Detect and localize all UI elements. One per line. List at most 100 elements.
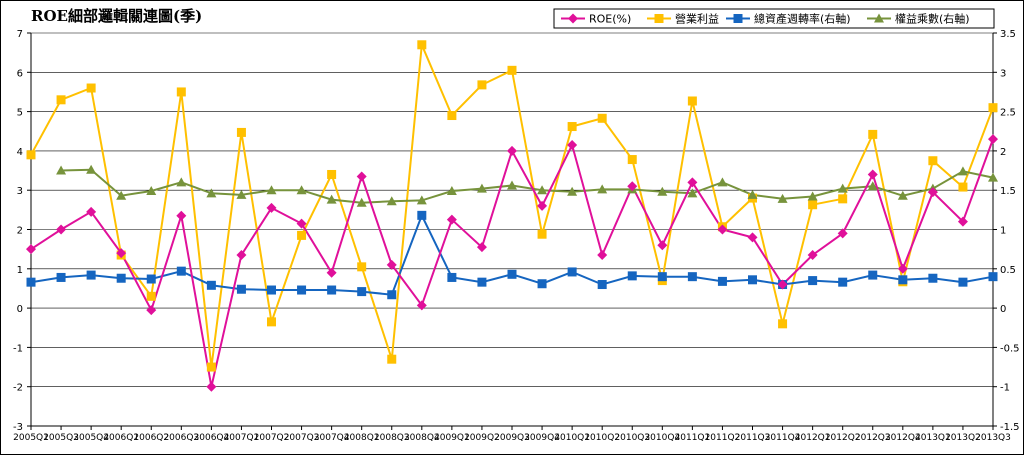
data-point: [86, 270, 96, 280]
x-tick-label: 2008Q1: [344, 433, 380, 443]
x-tick-label: 2011Q4: [765, 433, 801, 443]
left-tick-label: 2: [17, 226, 23, 237]
x-tick-label: 2010Q1: [554, 433, 590, 443]
data-point: [86, 164, 97, 174]
x-tick-label: 2009Q4: [524, 433, 560, 443]
x-tick-label: 2006Q1: [103, 433, 139, 443]
right-tick-label: 1: [1000, 226, 1006, 237]
data-point: [116, 190, 127, 200]
data-point: [447, 272, 457, 282]
series-markers-1: [26, 40, 998, 372]
data-point: [387, 290, 397, 300]
x-tick-label: 2011Q3: [735, 433, 771, 443]
data-point: [116, 273, 126, 283]
data-point: [687, 96, 697, 106]
data-point: [176, 87, 186, 97]
data-point: [958, 182, 968, 192]
legend-swatch-marker: [568, 13, 578, 24]
data-point: [807, 191, 818, 201]
left-tick-label: 5: [17, 108, 23, 119]
data-point: [386, 259, 397, 270]
x-tick-label: 2013Q1: [915, 433, 951, 443]
x-tick-label: 2012Q3: [855, 433, 891, 443]
data-point: [988, 272, 998, 282]
x-tick-label: 2006Q4: [194, 433, 230, 443]
left-tick-label: 4: [17, 147, 23, 158]
x-tick-label: 2006Q3: [163, 433, 199, 443]
right-tick-label: 3.5: [1000, 29, 1016, 40]
data-point: [176, 266, 186, 276]
data-point: [417, 40, 427, 50]
data-point: [687, 272, 697, 282]
data-point: [537, 185, 548, 195]
chart-title: ROE細部邏輯關連圖(季): [31, 7, 202, 25]
data-point: [747, 232, 758, 243]
data-point: [326, 267, 337, 278]
left-tick-label: 6: [17, 68, 23, 79]
gridlines: [31, 32, 993, 427]
data-point: [56, 272, 66, 282]
series-markers-2: [26, 210, 998, 300]
series-line: [30, 212, 994, 296]
data-point: [567, 267, 577, 277]
data-point: [838, 277, 848, 287]
legend-box: [553, 8, 995, 29]
data-point: [386, 196, 397, 206]
data-point: [266, 202, 277, 213]
x-tick-label: 2011Q2: [705, 433, 741, 443]
data-point: [657, 186, 668, 196]
data-point: [597, 184, 608, 194]
data-point: [537, 279, 547, 289]
data-point: [597, 280, 607, 290]
data-point: [988, 103, 998, 113]
legend-swatch-marker: [654, 14, 664, 23]
x-tick-label: 2008Q3: [374, 433, 410, 443]
data-point: [476, 183, 487, 193]
data-point: [748, 275, 757, 285]
data-point: [387, 354, 397, 364]
data-point: [507, 180, 517, 190]
data-point: [146, 274, 156, 284]
data-point: [807, 250, 818, 261]
data-point: [326, 194, 337, 204]
right-tick-label: 1.5: [1000, 186, 1016, 197]
data-point: [958, 277, 968, 287]
data-point: [417, 210, 427, 220]
x-tick-label: 2010Q2: [584, 433, 620, 443]
legend-item: ROE(%): [561, 13, 631, 26]
data-point: [477, 277, 487, 287]
data-point: [867, 169, 878, 180]
x-tick-label: 2008Q4: [404, 433, 440, 443]
legend-label: ROE(%): [589, 13, 631, 26]
data-point: [86, 206, 97, 217]
data-point: [657, 240, 668, 251]
data-point: [116, 248, 127, 259]
data-point: [927, 187, 938, 198]
legend-item: 營業利益: [647, 12, 719, 26]
series-line: [61, 168, 994, 204]
x-tick-label: 2012Q4: [885, 433, 921, 443]
data-point: [296, 218, 307, 229]
legend-label: 總資產週轉率(右軸): [754, 12, 851, 26]
legend-item: 總資產週轉率(右軸): [726, 12, 851, 26]
data-point: [717, 224, 728, 235]
data-point: [477, 80, 487, 90]
series-0: [30, 138, 994, 387]
data-point: [56, 224, 67, 235]
data-point: [988, 172, 998, 182]
data-point: [868, 129, 878, 139]
x-tick-label: 2006Q2: [133, 433, 169, 443]
left-tick-label: 3: [17, 186, 23, 197]
right-tick-label: -0.5: [1000, 343, 1020, 354]
data-point: [416, 300, 427, 311]
data-point: [537, 200, 548, 211]
right-tick-label: 2.5: [1000, 108, 1016, 119]
data-point: [146, 305, 157, 316]
data-point: [356, 171, 367, 182]
x-tick-label: 2005Q4: [73, 433, 109, 443]
left-axis-ticks: -3 -2 -1 0 1 2 3 4 5 6 7: [13, 29, 23, 433]
left-tick-label: -2: [13, 383, 23, 394]
series-markers-0: [26, 134, 998, 392]
right-tick-label: 3: [1000, 68, 1006, 79]
